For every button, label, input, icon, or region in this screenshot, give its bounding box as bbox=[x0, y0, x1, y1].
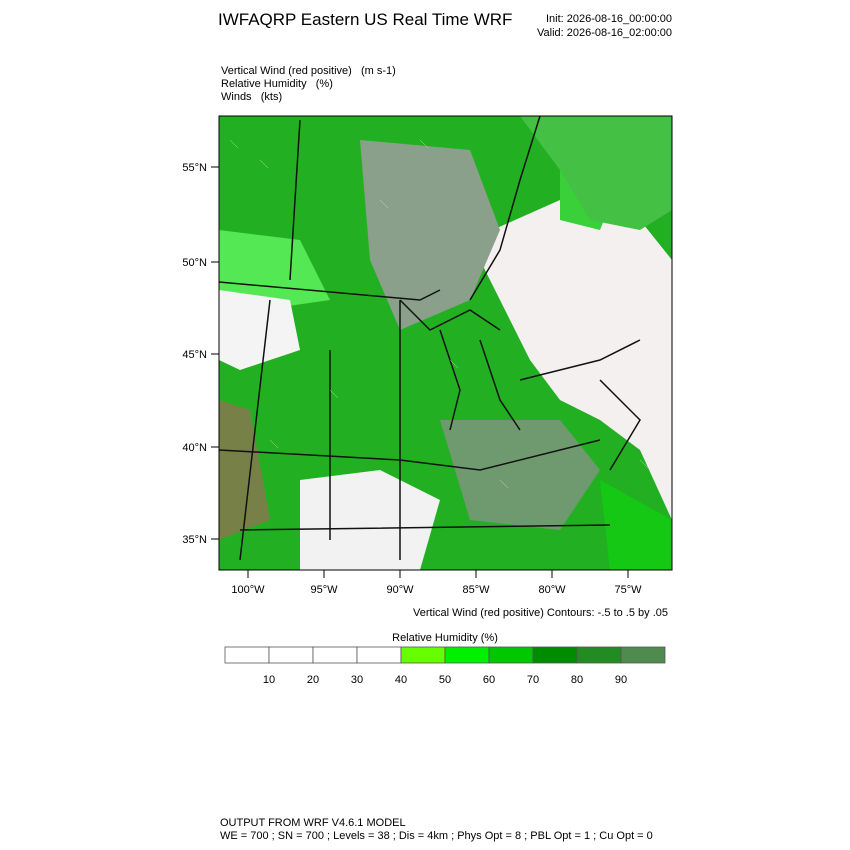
colorbar-label: 30 bbox=[351, 674, 363, 686]
footer-line: WE = 700 ; SN = 700 ; Levels = 38 ; Dis … bbox=[220, 830, 653, 842]
lat-label: 40°N bbox=[182, 442, 207, 454]
cloud-patch bbox=[360, 140, 500, 330]
ticks bbox=[211, 166, 629, 578]
colorbar-box bbox=[576, 646, 622, 664]
colorbar-label: 80 bbox=[571, 674, 583, 686]
colorbar-title: Relative Humidity (%) bbox=[392, 632, 498, 644]
footer-line: OUTPUT FROM WRF V4.6.1 MODEL bbox=[220, 817, 406, 829]
dry-patch bbox=[300, 470, 440, 570]
colorbar-label: 50 bbox=[439, 674, 451, 686]
colorbar-label: 10 bbox=[263, 674, 275, 686]
updraft-patch bbox=[219, 400, 270, 540]
colorbar-label: 70 bbox=[527, 674, 539, 686]
colorbar-box bbox=[356, 646, 402, 664]
humidity-patch bbox=[520, 116, 672, 230]
lon-label: 80°W bbox=[538, 584, 566, 596]
wind-barbs bbox=[229, 139, 649, 489]
map: 55°N 50°N 45°N 40°N 35°N 100°W 95°W 90°W… bbox=[182, 115, 673, 596]
dry-patch bbox=[219, 290, 300, 370]
map-frame bbox=[218, 115, 673, 571]
colorbar: 10 20 30 40 50 60 70 80 90 bbox=[224, 646, 666, 686]
colorbar-box bbox=[532, 646, 578, 664]
field-label: Relative Humidity (%) bbox=[221, 78, 333, 90]
lon-label: 85°W bbox=[462, 584, 490, 596]
lon-label: 100°W bbox=[231, 584, 265, 596]
borders bbox=[219, 116, 641, 561]
humidity-patch bbox=[600, 480, 672, 570]
colorbar-box bbox=[488, 646, 534, 664]
lat-label: 35°N bbox=[182, 534, 207, 546]
field-label: Vertical Wind (red positive) (m s-1) bbox=[221, 65, 396, 77]
valid-time: Valid: 2026-08-16_02:00:00 bbox=[537, 27, 672, 39]
colorbar-box bbox=[620, 646, 666, 664]
cloud-patch bbox=[440, 420, 600, 530]
colorbar-box bbox=[224, 646, 270, 664]
dry-patch bbox=[470, 200, 672, 520]
init-time: Init: 2026-08-16_00:00:00 bbox=[546, 13, 672, 25]
colorbar-box bbox=[268, 646, 314, 664]
title: IWFAQRP Eastern US Real Time WRF bbox=[218, 10, 512, 29]
colorbar-label: 60 bbox=[483, 674, 495, 686]
field-label: Winds (kts) bbox=[221, 91, 282, 103]
contour-note: Vertical Wind (red positive) Contours: -… bbox=[413, 607, 668, 619]
colorbar-label: 20 bbox=[307, 674, 319, 686]
colorbar-box bbox=[400, 646, 446, 664]
lat-label: 45°N bbox=[182, 349, 207, 361]
colorbar-box bbox=[444, 646, 490, 664]
lat-label: 55°N bbox=[182, 162, 207, 174]
lat-label: 50°N bbox=[182, 257, 207, 269]
lon-label: 75°W bbox=[614, 584, 642, 596]
lon-label: 95°W bbox=[310, 584, 338, 596]
colorbar-box bbox=[312, 646, 358, 664]
colorbar-label: 90 bbox=[615, 674, 627, 686]
colorbar-label: 40 bbox=[395, 674, 407, 686]
lon-label: 90°W bbox=[386, 584, 414, 596]
